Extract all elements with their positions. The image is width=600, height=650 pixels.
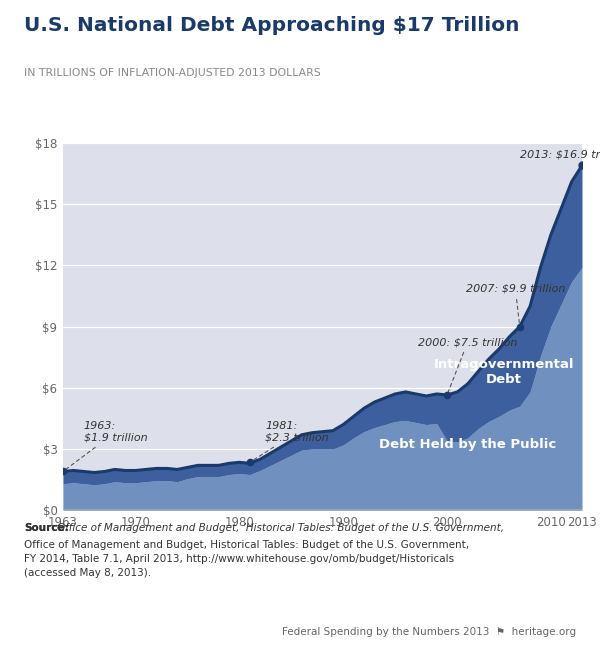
Text: IN TRILLIONS OF INFLATION-ADJUSTED 2013 DOLLARS: IN TRILLIONS OF INFLATION-ADJUSTED 2013 … bbox=[24, 68, 321, 78]
Text: 2007: $9.9 trillion: 2007: $9.9 trillion bbox=[466, 284, 565, 324]
Text: Source:: Source: bbox=[24, 523, 69, 533]
Text: 2000: $7.5 trillion: 2000: $7.5 trillion bbox=[418, 337, 517, 393]
Text: Office of Management and Budget, ’Historical Tables: Budget of the U.S. Governme: Office of Management and Budget, ’Histor… bbox=[57, 523, 504, 533]
Text: FY 2014, Table 7.1, April 2013, http://www.whitehouse.gov/omb/budget/Historicals: FY 2014, Table 7.1, April 2013, http://w… bbox=[24, 554, 454, 564]
Text: Source:: Source: bbox=[24, 523, 69, 533]
Text: (accessed May 8, 2013).: (accessed May 8, 2013). bbox=[24, 568, 151, 578]
Text: 2013: $16.9 trillion: 2013: $16.9 trillion bbox=[520, 150, 600, 166]
Text: 1963:
$1.9 trillion: 1963: $1.9 trillion bbox=[65, 421, 148, 470]
Text: 1981:
$2.3 trillion: 1981: $2.3 trillion bbox=[252, 421, 329, 461]
Text: Debt Held by the Public: Debt Held by the Public bbox=[379, 439, 556, 452]
Text: Office of Management and Budget, Historical Tables: Budget of the U.S. Governmen: Office of Management and Budget, Histori… bbox=[24, 540, 469, 549]
Text: Intragovernmental
Debt: Intragovernmental Debt bbox=[434, 358, 574, 385]
Text: Federal Spending by the Numbers 2013  ⚑  heritage.org: Federal Spending by the Numbers 2013 ⚑ h… bbox=[282, 627, 576, 637]
Text: U.S. National Debt Approaching $17 Trillion: U.S. National Debt Approaching $17 Trill… bbox=[24, 16, 520, 35]
